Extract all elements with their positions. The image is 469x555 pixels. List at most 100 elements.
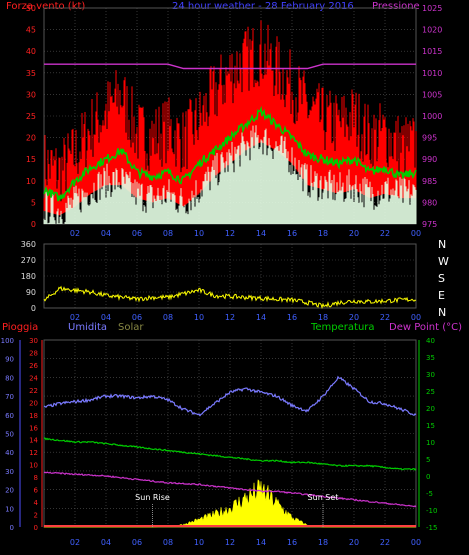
compass-label: S xyxy=(438,272,445,285)
solar-y-tick: 6 xyxy=(34,487,39,495)
atmosphere-x-tick: 12 xyxy=(225,538,235,547)
humidity-y-tick: 80 xyxy=(5,374,14,382)
wind-y-tick: 35 xyxy=(26,69,36,78)
solar-y-tick: 20 xyxy=(29,399,38,407)
wind-pressure-chart: Forza vento (kt) 24 hour weather - 28 Fe… xyxy=(6,1,442,238)
wind-y-ticks: 0 5 10 15 20 25 30 35 40 45 50 xyxy=(26,4,36,229)
solar-y-tick: 18 xyxy=(29,412,38,420)
compass-label: N xyxy=(438,238,446,251)
wind-x-tick: 16 xyxy=(287,229,297,238)
pressure-y-ticks: 975 980 985 990 995 1000 1005 1010 1015 1020 1025 xyxy=(422,4,442,229)
atmosphere-x-tick: 06 xyxy=(132,538,142,547)
solar-y-tick: 12 xyxy=(29,449,38,457)
atmosphere-x-ticks: 02 04 06 08 10 12 14 16 18 20 22 00 xyxy=(70,538,421,547)
atmosphere-x-tick: 20 xyxy=(349,538,359,547)
wind-x-tick: 00 xyxy=(411,229,421,238)
pressure-y-tick: 975 xyxy=(422,220,437,229)
pressure-y-tick: 990 xyxy=(422,155,437,164)
direction-x-ticks: 02 04 06 08 10 12 14 16 18 20 22 00 xyxy=(70,313,421,322)
direction-x-tick: 08 xyxy=(163,313,173,322)
direction-x-tick: 12 xyxy=(225,313,235,322)
atmosphere-x-tick: 18 xyxy=(318,538,328,547)
pressure-y-tick: 985 xyxy=(422,177,437,186)
solar-axis-title: Solar xyxy=(118,322,144,333)
wind-series xyxy=(43,20,417,224)
pressure-y-tick: 1010 xyxy=(422,69,442,78)
direction-series xyxy=(43,285,417,310)
wind-y-tick: 10 xyxy=(26,177,36,186)
pressure-y-tick: 1020 xyxy=(422,26,442,35)
sun-annotation-label: Sun Set xyxy=(308,493,339,502)
direction-y-tick: 360 xyxy=(21,240,36,249)
temperature-y-tick: 10 xyxy=(426,439,435,447)
atmosphere-x-tick: 04 xyxy=(101,538,111,547)
solar-y-tick: 4 xyxy=(34,499,39,507)
pressure-y-tick: 980 xyxy=(422,198,437,207)
direction-x-tick: 10 xyxy=(194,313,204,322)
solar-y-tick: 22 xyxy=(29,387,38,395)
direction-x-tick: 16 xyxy=(287,313,297,322)
direction-y-ticks: 0 90 180 270 360 xyxy=(21,240,36,313)
wind-x-tick: 02 xyxy=(70,229,80,238)
direction-x-tick: 00 xyxy=(411,313,421,322)
atmosphere-x-tick: 16 xyxy=(287,538,297,547)
direction-x-tick: 18 xyxy=(318,313,328,322)
direction-x-tick: 14 xyxy=(256,313,266,322)
pressure-y-tick: 1000 xyxy=(422,112,442,121)
wind-x-tick: 10 xyxy=(194,229,204,238)
atmosphere-chart: Pioggia Umidita Solar Temperatura Dew Po… xyxy=(1,322,462,547)
direction-x-tick: 20 xyxy=(349,313,359,322)
atmosphere-series xyxy=(43,375,417,528)
wind-x-tick: 14 xyxy=(256,229,266,238)
direction-grid xyxy=(43,243,417,309)
wind-y-tick: 20 xyxy=(26,134,36,143)
series-humidity xyxy=(43,375,417,417)
chart-title: 24 hour weather - 28 February 2016 xyxy=(172,1,354,12)
direction-x-tick: 04 xyxy=(101,313,111,322)
atmosphere-x-tick: 14 xyxy=(256,538,266,547)
temperature-y-tick: -5 xyxy=(426,490,433,498)
solar-y-tick: 10 xyxy=(29,462,38,470)
temperature-y-tick: 40 xyxy=(426,337,435,345)
pressure-axis-title: Pressione xyxy=(372,1,420,12)
solar-y-tick: 30 xyxy=(29,337,38,345)
solar-y-tick: 26 xyxy=(29,362,38,370)
temperature-y-tick: -10 xyxy=(426,507,437,515)
wind-y-tick: 0 xyxy=(31,220,36,229)
wind-x-ticks: 02 04 06 08 10 12 14 16 18 20 22 00 xyxy=(70,229,421,238)
wind-x-tick: 12 xyxy=(225,229,235,238)
humidity-y-tick: 90 xyxy=(5,356,14,364)
wind-x-tick: 08 xyxy=(163,229,173,238)
sun-annotations: Sun Rise Sun Set xyxy=(135,493,338,527)
direction-x-tick: 06 xyxy=(132,313,142,322)
wind-y-tick: 45 xyxy=(26,26,36,35)
direction-y-tick: 270 xyxy=(21,256,36,265)
atmosphere-x-tick: 22 xyxy=(380,538,390,547)
solar-y-tick: 2 xyxy=(34,512,38,520)
direction-y-tick: 0 xyxy=(31,304,36,313)
wind-y-tick: 30 xyxy=(26,90,36,99)
humidity-y-tick: 30 xyxy=(5,468,14,476)
temperature-y-tick: 35 xyxy=(426,354,435,362)
solar-y-tick: 24 xyxy=(29,374,38,382)
humidity-y-tick: 50 xyxy=(5,431,14,439)
temperature-y-tick: 5 xyxy=(426,456,430,464)
humidity-axis-title: Umidita xyxy=(68,322,107,333)
wind-x-tick: 18 xyxy=(318,229,328,238)
humidity-y-tick: 0 xyxy=(10,524,14,532)
solar-y-tick: 0 xyxy=(34,524,38,532)
direction-y-tick: 90 xyxy=(26,288,36,297)
temperature-y-ticks: -15 -10 -5 0 5 10 15 20 25 30 35 40 xyxy=(426,337,437,532)
wind-axis-title: Forza vento (kt) xyxy=(6,1,85,12)
rain-axis-title: Pioggia xyxy=(2,322,38,333)
wind-y-tick: 40 xyxy=(26,47,36,56)
temperature-y-tick: 0 xyxy=(426,473,430,481)
temperature-y-tick: 25 xyxy=(426,388,435,396)
direction-y-tick: 180 xyxy=(21,272,36,281)
temperature-axis-title: Temperatura xyxy=(310,322,375,333)
solar-y-tick: 14 xyxy=(29,437,38,445)
